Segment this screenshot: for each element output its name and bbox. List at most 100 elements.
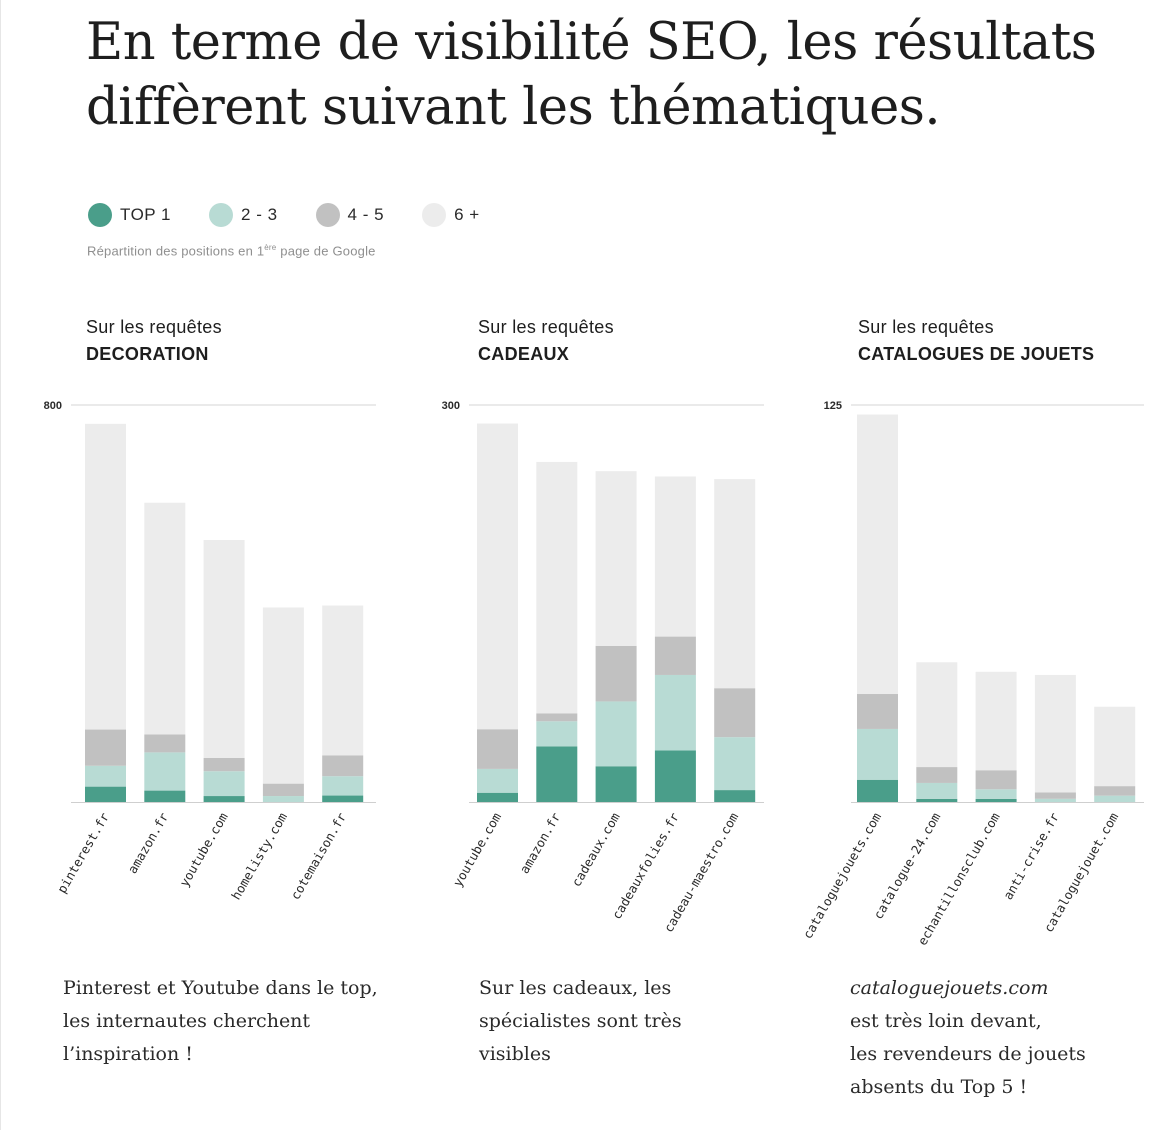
bar-segment <box>322 776 364 796</box>
bar-segment <box>203 796 245 802</box>
bar-segment <box>536 721 578 747</box>
legend: TOP 1 2 - 3 4 - 5 6 + <box>88 202 518 228</box>
bar-segment <box>262 783 304 797</box>
bar-segment <box>322 605 364 756</box>
bar-segment <box>262 607 304 784</box>
bar-segment <box>262 796 304 802</box>
comment-line: les internautes cherchent <box>63 1010 311 1032</box>
bar-segment <box>477 792 518 802</box>
chart-panel-2: 125cataloguejouets.comcatalogue-24.comec… <box>800 400 1144 948</box>
legend-item-4-5: 4 - 5 <box>315 203 385 227</box>
x-category-label: pinterest.fr <box>54 810 112 896</box>
comment-line: visibles <box>479 1043 551 1065</box>
x-category-label: amazon.fr <box>125 810 172 877</box>
legend-swatch-6-plus <box>422 203 447 227</box>
bar-segment <box>203 771 245 797</box>
comment-line: Pinterest et Youtube dans le top, <box>63 977 378 999</box>
bar-segment <box>144 752 186 791</box>
legend-swatch-2-3 <box>209 203 234 227</box>
panel-title-line2: CADEAUX <box>478 344 570 364</box>
bar-segment <box>1034 798 1076 802</box>
bar-segment <box>654 476 696 637</box>
bar-segment <box>1034 674 1076 793</box>
bar-segment <box>916 767 958 783</box>
y-tick-label: 800 <box>44 400 62 412</box>
bar-segment <box>477 729 518 769</box>
legend-label-2-3: 2 - 3 <box>241 205 278 224</box>
bar-segment <box>857 779 898 802</box>
bar-segment <box>654 750 696 802</box>
legend-label-6-plus: 6 + <box>454 205 480 224</box>
panel-title-line2: DECORATION <box>86 344 209 364</box>
bar-segment <box>536 461 578 714</box>
bar-segment <box>595 471 637 646</box>
legend-label-4-5: 4 - 5 <box>347 205 385 224</box>
bar-segment <box>714 479 756 689</box>
x-category-label: cotemaison.fr <box>287 810 349 903</box>
bar-segment <box>916 662 958 768</box>
comment-line: l’inspiration ! <box>63 1043 193 1065</box>
bar-segment <box>144 790 186 802</box>
bar-segment <box>654 636 696 675</box>
panel-title-line1: Sur les requêtes <box>86 317 222 337</box>
y-tick-label: 125 <box>824 400 842 412</box>
x-category-label: cataloguejouets.com <box>800 810 884 941</box>
bar-segment <box>916 782 958 799</box>
bar-segment <box>477 423 518 730</box>
bar-segment <box>1094 786 1136 796</box>
bar-segment <box>203 539 245 758</box>
bar-segment <box>595 766 637 802</box>
legend-swatch-4-5 <box>315 203 340 227</box>
bar-segment <box>85 786 126 802</box>
page-left-rule <box>0 0 1 1130</box>
page-title: En terme de visibilité SEO, les résultat… <box>86 13 1097 137</box>
x-category-label: homelisty.com <box>228 810 290 902</box>
bar-segment <box>536 713 578 722</box>
legend-item-6-plus: 6 + <box>422 203 480 227</box>
comment-decoration: Pinterest et Youtube dans le top, les in… <box>63 972 393 1071</box>
bar-segment <box>975 789 1017 799</box>
x-category-label: anti-crise.fr <box>1000 810 1062 903</box>
bar-segment <box>975 671 1017 771</box>
comment-line: les revendeurs de jouets <box>850 1043 1086 1065</box>
legend-item-top1: TOP 1 <box>88 203 171 227</box>
bar-segment <box>595 701 637 767</box>
caption-text-end: page de Google <box>276 243 376 259</box>
chart-panel-1: 300 youtube.com amazon.fr cadeaux.comcadeau… <box>442 400 764 935</box>
panel-title-line1: Sur les requêtes <box>858 317 994 337</box>
bar-segment <box>975 798 1017 802</box>
x-category-label: youtube.com <box>176 810 230 889</box>
bar-segment <box>85 765 126 787</box>
caption-superscript: ère <box>264 243 277 252</box>
caption-text: Répartition des positions en 1 <box>87 243 265 259</box>
comment-line: est très loin devant, <box>850 1010 1042 1032</box>
panel-title-line2: CATALOGUES DE JOUETS <box>858 344 1095 364</box>
bar-segment <box>857 728 898 780</box>
comment-line: spécialistes sont très <box>479 1010 682 1032</box>
x-category-label: cadeaux.com <box>568 810 622 889</box>
bar-segment <box>536 746 578 802</box>
bar-segment <box>322 795 364 802</box>
comment-catalogues: cataloguejouets.com est très loin devant… <box>850 972 1160 1104</box>
bar-segment <box>203 757 245 772</box>
bar-segment <box>85 729 126 766</box>
bar-segment <box>1094 795 1136 802</box>
x-category-label: amazon.fr <box>517 810 564 877</box>
chart-panel-0: 800 pinterest.fr amazon.fr youtube.comhomel… <box>44 400 376 902</box>
bar-segment <box>857 414 898 695</box>
bar-segment <box>1034 792 1076 799</box>
bar-segment <box>916 798 958 802</box>
comment-line: Sur les cadeaux, les <box>479 977 672 999</box>
bar-segment <box>1094 706 1136 787</box>
x-category-label: catalogue-24.com <box>870 810 943 922</box>
y-tick-label: 300 <box>442 400 460 412</box>
comment-cadeaux: Sur les cadeaux, les spécialistes sont t… <box>479 972 809 1071</box>
comment-line: absents du Top 5 ! <box>850 1076 1028 1098</box>
legend-label-top1: TOP 1 <box>120 205 172 224</box>
bar-segment <box>714 790 756 802</box>
bar-segment <box>857 694 898 729</box>
legend-swatch-top1 <box>88 203 112 227</box>
legend-item-2-3: 2 - 3 <box>209 203 278 227</box>
comment-line-emphasis: cataloguejouets.com <box>850 977 1049 999</box>
